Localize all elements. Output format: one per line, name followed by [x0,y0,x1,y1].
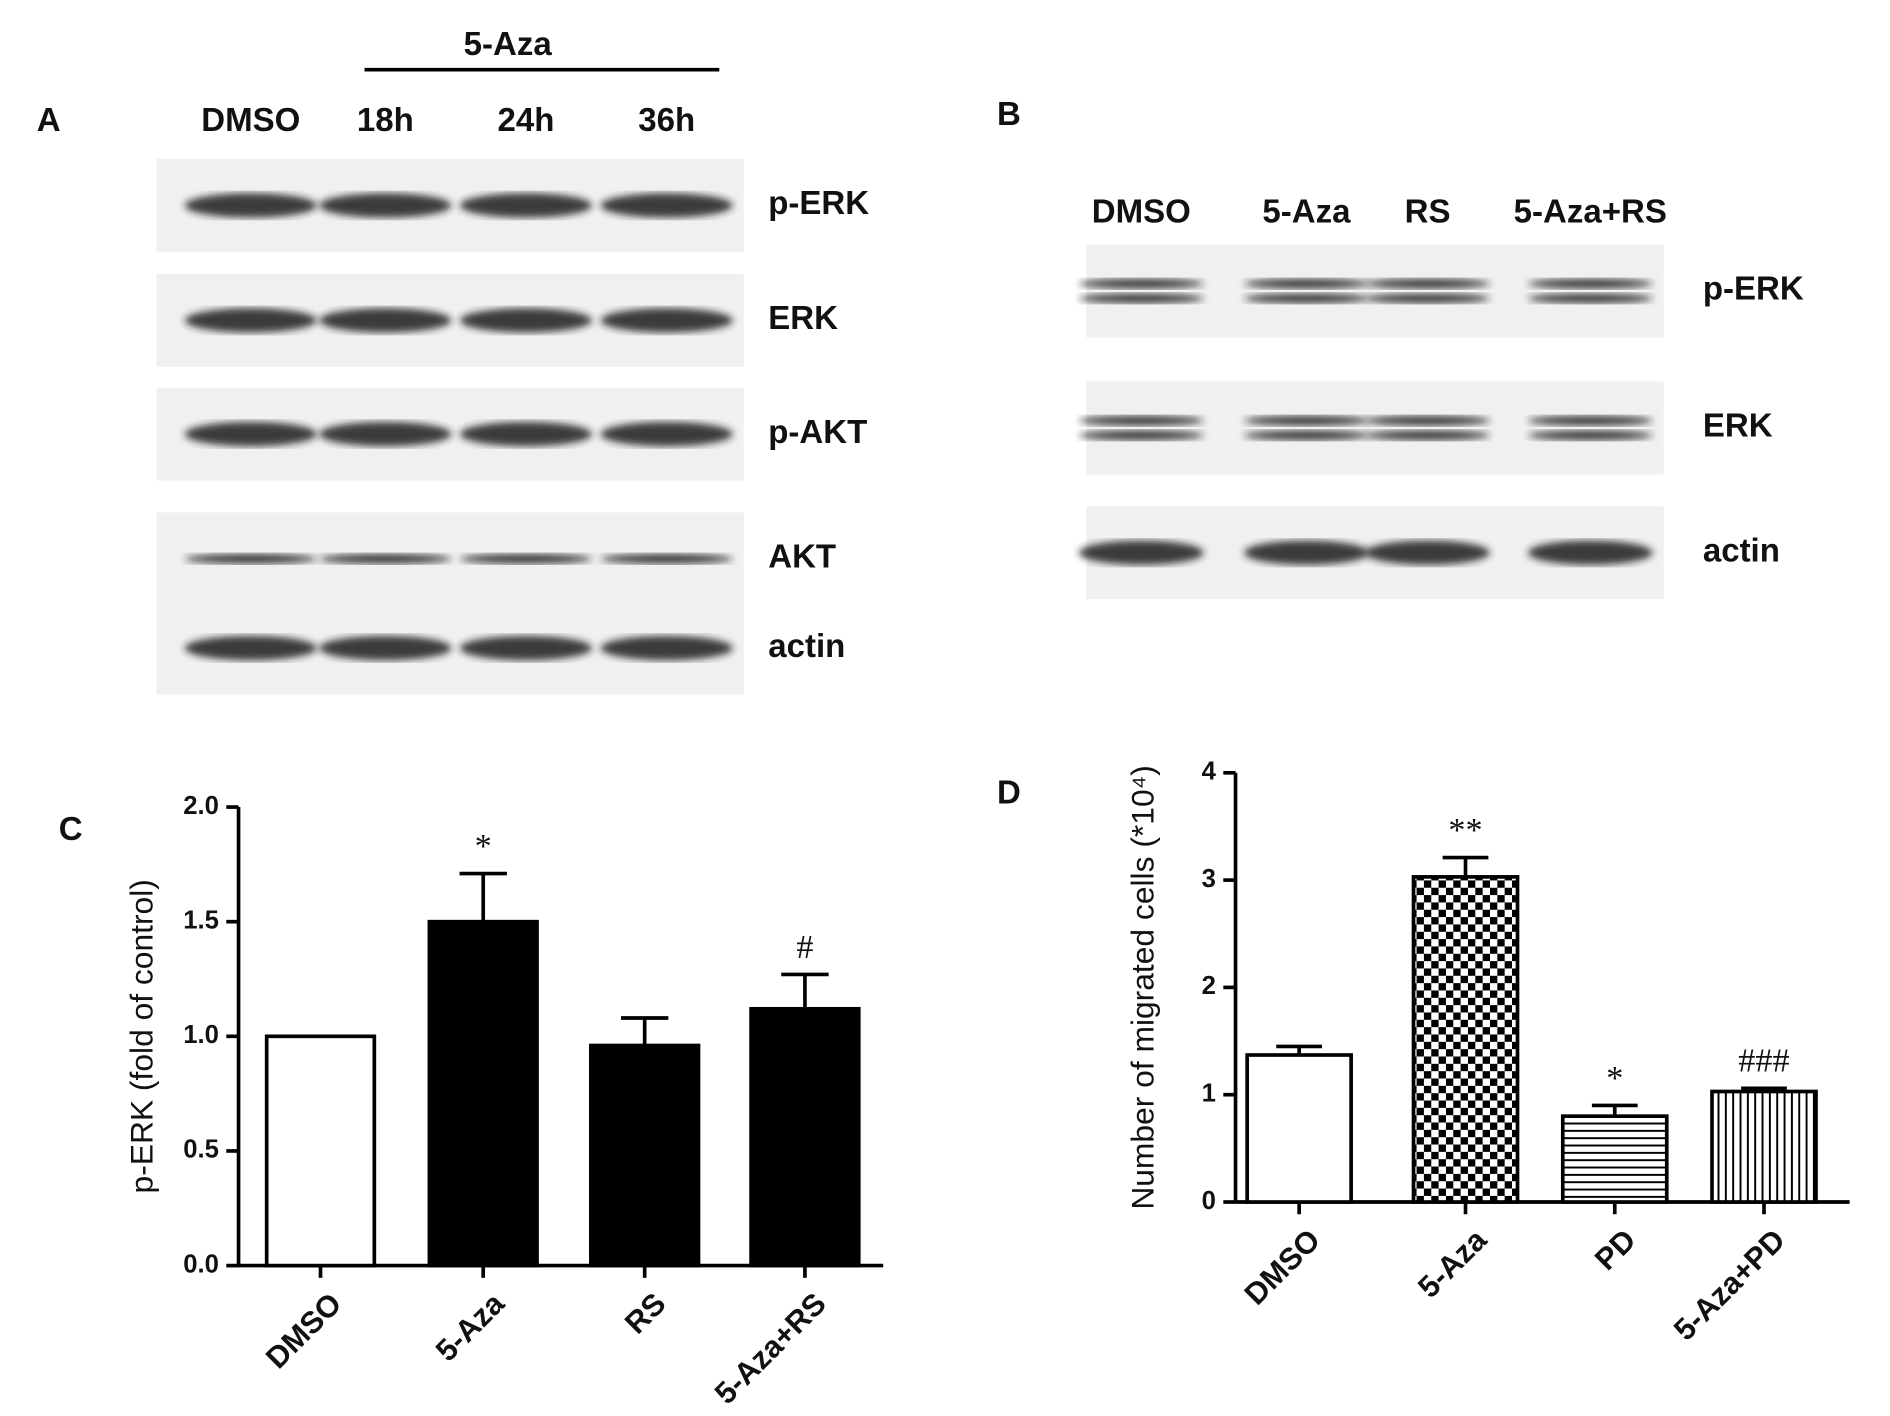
row-label: p-ERK [768,184,869,221]
blot-band [1527,415,1653,426]
row-label: ERK [1703,407,1773,444]
lane-label: DMSO [201,101,300,138]
y-axis-label: p-ERK (fold of control) [124,879,160,1193]
blot-band [600,635,733,661]
lane-label: 18h [357,101,414,138]
y-tick-label: 0 [1202,1187,1216,1215]
blot-band [1365,278,1490,289]
lane-label: 36h [638,101,695,138]
x-tick-label: DMSO [259,1286,348,1375]
blot-band [459,553,593,564]
row-label: p-AKT [768,413,867,450]
blot-band [1365,430,1490,441]
row-label: AKT [768,538,836,575]
blot-band [1527,278,1653,289]
row-label: p-ERK [1703,270,1804,307]
blot-band [600,421,733,447]
blot-band [459,193,593,218]
bar [1560,1114,1669,1204]
blot-band [1527,540,1653,565]
blot-band [459,308,593,333]
blot-background [1086,244,1664,338]
blot-band [1244,278,1369,289]
blot-band [1078,293,1204,304]
significance-mark: # [796,928,813,966]
x-tick-label: 5-Aza [1412,1222,1494,1304]
treatment-label: 5-Aza [464,25,553,62]
bar [589,1043,701,1268]
blot-band [319,635,452,661]
blot-band [459,635,593,661]
blot-band [1365,415,1490,426]
blot-band [1365,293,1490,304]
blot-band [600,553,733,564]
y-tick-label: 2 [1202,972,1216,1000]
panel-letter: C [59,810,83,847]
blot-band [600,193,733,218]
blot-band [1244,293,1369,304]
panel-letter: B [997,95,1021,132]
significance-mark: ** [1448,811,1482,849]
blot-band [1078,430,1204,441]
blot-band [184,553,317,564]
row-label: ERK [768,299,838,336]
blot-band [319,193,452,218]
row-label: actin [768,627,845,664]
y-axis-label: Number of migrated cells (*10⁴) [1124,765,1160,1210]
y-tick-label: 1.0 [183,1021,219,1049]
x-tick-label: DMSO [1238,1223,1327,1312]
blot-band [600,308,733,333]
significance-mark: ### [1738,1042,1789,1080]
blot-band [1244,540,1369,565]
blot-band [1244,415,1369,426]
blot-band [1078,540,1204,565]
bar [749,1006,861,1268]
blot-band [319,308,452,333]
bar [427,919,539,1268]
y-tick-label: 4 [1202,758,1217,786]
blot-band [1244,430,1369,441]
x-tick-label: 5-Aza+PD [1667,1223,1791,1347]
x-tick-label: PD [1588,1223,1642,1277]
blot-band [184,193,317,218]
y-tick-label: 2.0 [183,792,219,820]
blot-band [1527,430,1653,441]
lane-label: RS [1405,193,1451,230]
panel-letter: D [997,774,1021,811]
lane-label: 5-Aza+RS [1514,193,1667,230]
blot-band [184,421,317,447]
y-tick-label: 1 [1202,1079,1216,1107]
lane-label: 5-Aza [1262,193,1351,230]
x-tick-label: 5-Aza [429,1286,511,1368]
blot-band [319,553,452,564]
blot-band [1527,293,1653,304]
y-tick-label: 0.5 [183,1136,219,1164]
significance-mark: * [475,827,492,865]
x-tick-label: RS [618,1286,672,1340]
bar [1411,875,1520,1204]
y-tick-label: 3 [1202,865,1216,893]
blot-band [184,635,317,661]
blot-band [1078,278,1204,289]
lane-label: 24h [498,101,555,138]
panel-letter: A [37,101,61,138]
blot-band [319,421,452,447]
y-tick-label: 1.5 [183,906,219,934]
y-tick-label: 0.0 [183,1250,219,1278]
bar [1245,1053,1353,1204]
significance-mark: * [1606,1059,1623,1097]
blot-band [184,308,317,333]
blot-band [1365,540,1490,565]
blot-band [1078,415,1204,426]
bar [264,1034,377,1268]
blot-band [459,421,593,447]
x-tick-label: 5-Aza+RS [708,1286,832,1410]
bar [1710,1089,1818,1204]
row-label: actin [1703,531,1780,568]
lane-label: DMSO [1092,193,1191,230]
blot-background [1086,381,1664,475]
